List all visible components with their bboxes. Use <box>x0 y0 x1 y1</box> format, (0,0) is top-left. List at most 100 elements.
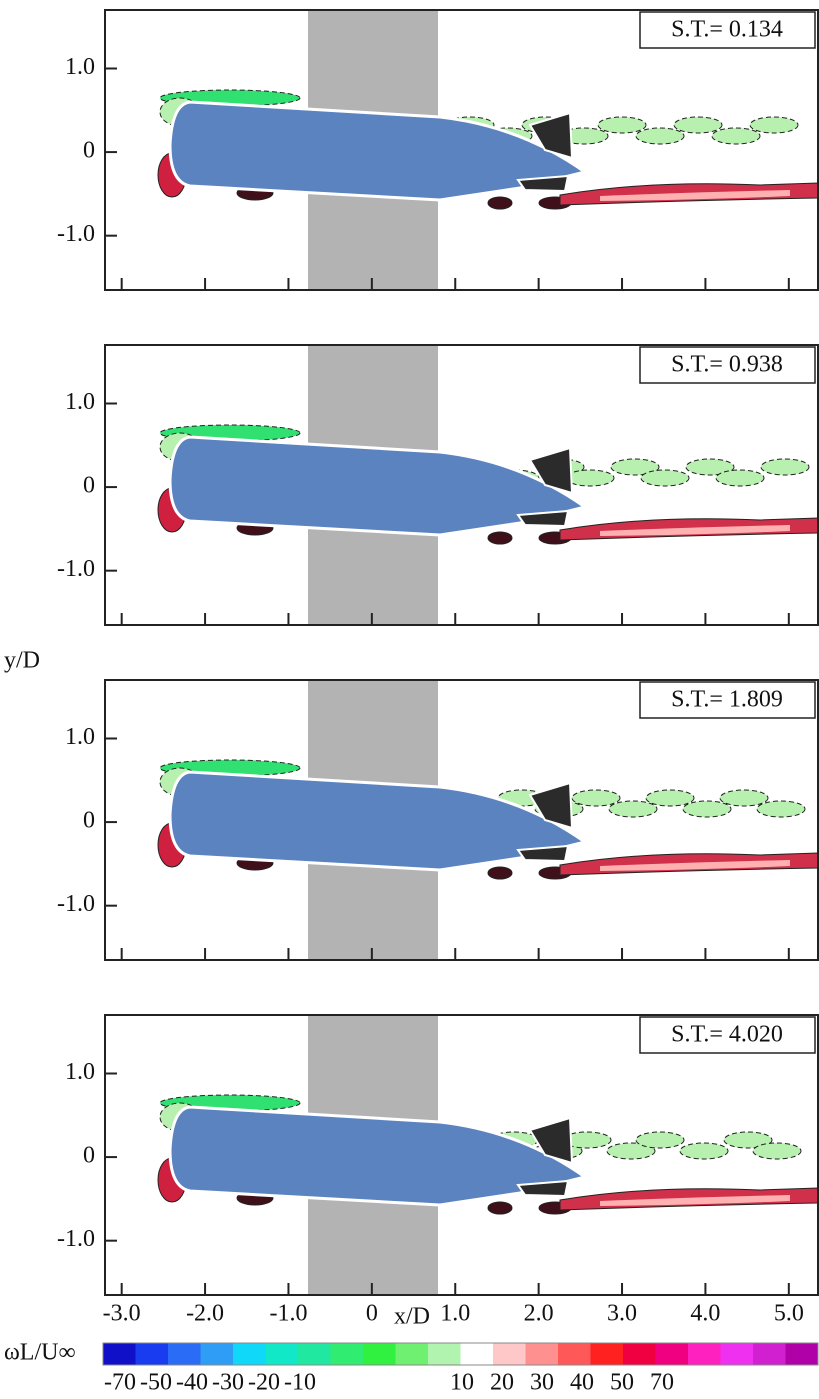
plot-frame <box>104 679 819 961</box>
y-tick-label: 1.0 <box>65 54 95 80</box>
colorbar-swatch <box>330 1343 364 1365</box>
annotation: S.T.= 0.938 <box>671 352 783 378</box>
wake-band <box>600 525 790 536</box>
plot-frame <box>104 344 819 626</box>
vortex-region <box>487 1201 513 1215</box>
colorbar-swatch <box>168 1343 201 1365</box>
colorbar-tick-label: -70 <box>104 1370 136 1396</box>
vortex-region <box>610 458 660 476</box>
x-tick-label: 4.0 <box>690 1301 720 1327</box>
colorbar-tick-label: 20 <box>490 1370 514 1396</box>
colorbar-swatch <box>135 1343 169 1365</box>
colorbar-tick-label: 30 <box>530 1370 554 1396</box>
vortex-region <box>606 1142 656 1160</box>
plot-frame <box>104 9 819 291</box>
colorbar-swatch <box>688 1343 721 1365</box>
vortex-region <box>715 469 765 487</box>
colorbar-tick-label: 70 <box>650 1370 674 1396</box>
colorbar-tick-label: 50 <box>610 1370 634 1396</box>
colorbar-swatch <box>655 1343 689 1365</box>
x-tick-label: 2.0 <box>524 1301 554 1327</box>
vortex-region <box>487 196 513 210</box>
colorbar-swatch <box>200 1343 234 1365</box>
x-tick-label: -2.0 <box>186 1301 224 1327</box>
annotation: S.T.= 0.134 <box>671 17 783 43</box>
colorbar-tick-label: 10 <box>450 1370 474 1396</box>
wake-band <box>600 860 790 871</box>
colorbar-swatch <box>265 1343 299 1365</box>
colorbar-tick-label: -40 <box>176 1370 208 1396</box>
x-tick-label: 1.0 <box>440 1301 470 1327</box>
fin <box>528 111 574 160</box>
y-tick-label: 1.0 <box>65 389 95 415</box>
panel <box>157 10 819 290</box>
plot-frame <box>104 1014 819 1296</box>
x-tick-label: 0 <box>366 1301 378 1327</box>
y-tick-label: -1.0 <box>57 1226 95 1252</box>
colorbar-tick-label: -20 <box>248 1370 280 1396</box>
hull <box>168 435 589 537</box>
panel <box>157 680 819 960</box>
y-tick-label: 0 <box>83 808 95 834</box>
fin <box>528 1116 574 1165</box>
wake-band <box>600 1195 790 1206</box>
vortex-region <box>673 116 723 134</box>
vortex-region <box>487 866 513 880</box>
colorbar-tick-label: 40 <box>570 1370 594 1396</box>
colorbar-swatch <box>623 1343 656 1365</box>
fin <box>528 781 574 830</box>
vortex-region <box>723 1131 773 1149</box>
wake-band <box>600 190 790 201</box>
vortex-region <box>752 1142 802 1160</box>
colorbar-swatch <box>720 1343 754 1365</box>
fin <box>516 174 570 193</box>
hull <box>168 770 589 872</box>
colorbar-swatch <box>233 1343 266 1365</box>
hull <box>168 100 589 202</box>
y-axis-label: y/D <box>4 648 40 674</box>
vortex-region <box>679 1142 729 1160</box>
colorbar-tick-label: -10 <box>284 1370 316 1396</box>
vortex-region <box>597 116 647 134</box>
vortex-region <box>487 531 513 545</box>
panel <box>157 345 819 625</box>
vortex-region <box>719 789 769 807</box>
vortex-region <box>562 1131 612 1149</box>
y-tick-label: 0 <box>83 473 95 499</box>
vortex-region <box>571 789 621 807</box>
colorbar-frame <box>102 1342 819 1366</box>
y-tick-label: 1.0 <box>65 724 95 750</box>
colorbar-swatch <box>395 1343 429 1365</box>
x-axis-label: x/D <box>394 1304 430 1330</box>
x-tick-label: 3.0 <box>607 1301 637 1327</box>
fin <box>516 844 570 863</box>
vortex-region <box>645 789 695 807</box>
annotation: S.T.= 4.020 <box>671 1022 783 1048</box>
annotation-box <box>639 681 816 719</box>
colorbar-tick-label: -50 <box>140 1370 172 1396</box>
panel <box>157 1015 819 1295</box>
y-tick-label: -1.0 <box>57 221 95 247</box>
vortex-region <box>685 458 735 476</box>
vortex-region <box>565 469 615 487</box>
fin <box>516 1179 570 1198</box>
colorbar-swatch <box>753 1343 786 1365</box>
y-tick-label: 1.0 <box>65 1059 95 1085</box>
colorbar-tick-label: -30 <box>212 1370 244 1396</box>
colorbar-label: ωL/U∞ <box>4 1340 76 1366</box>
annotation-box <box>639 1016 816 1054</box>
vortex-region <box>640 469 690 487</box>
colorbar-swatch <box>363 1343 396 1365</box>
annotation-box <box>639 346 816 384</box>
vortex-region <box>635 127 685 145</box>
x-tick-label: 5.0 <box>774 1301 804 1327</box>
x-tick-label: -1.0 <box>269 1301 307 1327</box>
x-tick-label: -3.0 <box>103 1301 141 1327</box>
annotation-box <box>639 11 816 49</box>
annotation: S.T.= 1.809 <box>671 687 783 713</box>
vortex-region <box>756 800 806 818</box>
colorbar-swatch <box>590 1343 624 1365</box>
vortex-region <box>749 116 799 134</box>
vortex-region <box>711 127 761 145</box>
